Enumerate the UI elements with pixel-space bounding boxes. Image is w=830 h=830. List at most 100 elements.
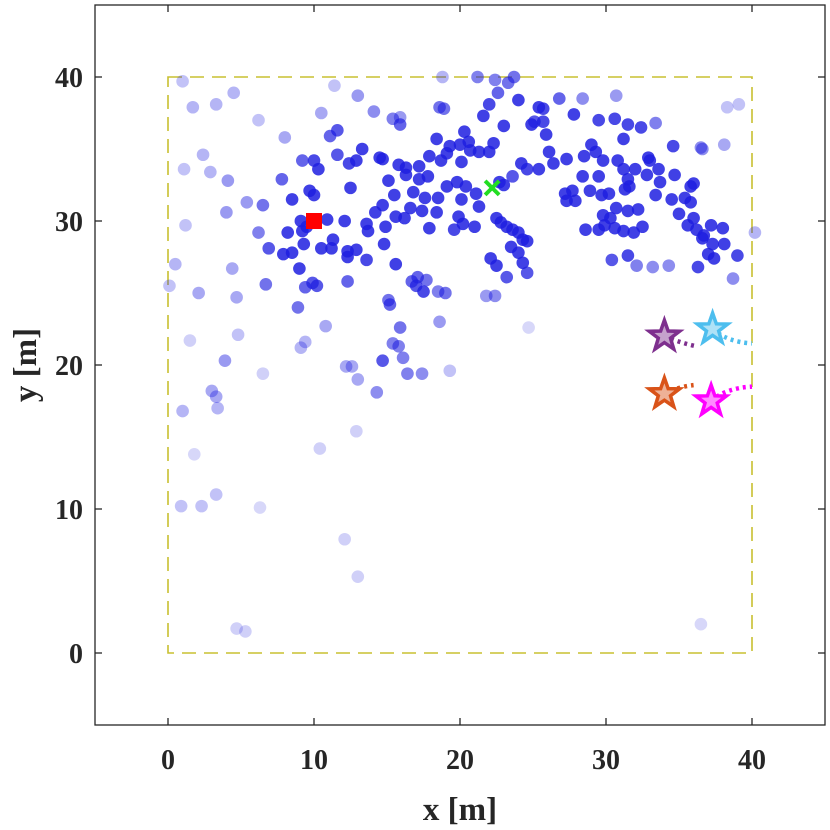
scatter-point bbox=[569, 194, 582, 208]
scatter-point bbox=[469, 187, 483, 200]
x-tick-label: 20 bbox=[446, 745, 474, 776]
scatter-point bbox=[497, 178, 511, 192]
scatter-point bbox=[169, 257, 182, 271]
scatter-point bbox=[490, 259, 503, 272]
scatter-point bbox=[687, 177, 700, 190]
scatter-point bbox=[240, 195, 254, 209]
scatter-point bbox=[696, 142, 709, 156]
scatter-point bbox=[477, 109, 490, 123]
scatter-point bbox=[291, 301, 305, 314]
scatter-point bbox=[211, 401, 224, 415]
scatter-point bbox=[262, 242, 276, 255]
scatter-point bbox=[482, 145, 496, 159]
scatter-point bbox=[195, 499, 208, 513]
scatter-point bbox=[259, 278, 273, 291]
scatter-point bbox=[412, 172, 426, 186]
scatter-point bbox=[297, 237, 311, 251]
scatter-point bbox=[522, 321, 535, 334]
scatter-point bbox=[583, 184, 597, 198]
x-tick-label: 30 bbox=[592, 745, 620, 776]
x-tick-label: 0 bbox=[161, 745, 175, 776]
scatter-point bbox=[303, 184, 316, 198]
scatter-point bbox=[177, 162, 191, 176]
scatter-point bbox=[176, 75, 189, 88]
scatter-point bbox=[393, 321, 407, 334]
scatter-point bbox=[605, 253, 619, 267]
scatter-point bbox=[350, 424, 363, 438]
scatter-point bbox=[436, 70, 449, 84]
scatter-point bbox=[649, 188, 662, 202]
scatter-point bbox=[468, 220, 481, 234]
scatter-point bbox=[488, 73, 502, 87]
scatter-point bbox=[576, 170, 589, 183]
scatter-point bbox=[634, 121, 648, 134]
scatter-point bbox=[341, 244, 354, 258]
scatter-point bbox=[592, 223, 605, 236]
scatter-point bbox=[617, 162, 630, 176]
scatter-point bbox=[512, 93, 525, 107]
scatter-point bbox=[344, 181, 357, 195]
scatter-point bbox=[609, 201, 623, 215]
scatter-point bbox=[731, 249, 744, 262]
star-marker bbox=[644, 314, 685, 354]
scatter-point bbox=[315, 242, 328, 255]
scatter-point bbox=[389, 257, 403, 271]
scatter-point bbox=[404, 201, 417, 215]
scatter-point bbox=[174, 499, 188, 513]
scatter-point bbox=[576, 92, 589, 105]
scatter-point bbox=[360, 253, 373, 267]
scatter-point bbox=[437, 102, 451, 115]
scatter-point bbox=[361, 224, 375, 238]
scatter-point bbox=[439, 286, 452, 300]
scatter-point bbox=[320, 213, 334, 226]
scatter-point bbox=[315, 106, 328, 120]
scatter-point bbox=[532, 162, 546, 176]
scatter-point bbox=[221, 174, 235, 187]
scatter-point bbox=[520, 162, 534, 176]
scatter-point bbox=[516, 256, 530, 270]
scatter-point bbox=[717, 237, 731, 251]
scatter-point bbox=[643, 154, 657, 167]
scatter-point bbox=[277, 247, 290, 261]
scatter-point bbox=[423, 221, 436, 235]
scatter-point bbox=[420, 273, 433, 287]
scatter-point bbox=[209, 488, 223, 501]
scatter-point bbox=[369, 206, 382, 219]
scatter-point bbox=[621, 118, 635, 131]
scatter-point bbox=[459, 180, 473, 193]
scatter-point bbox=[430, 206, 443, 219]
star-marker bbox=[690, 379, 732, 419]
scatter-point bbox=[560, 194, 573, 208]
scatter-point bbox=[179, 219, 192, 232]
axes-box bbox=[94, 4, 826, 726]
scatter-point bbox=[415, 204, 429, 218]
scatter-point bbox=[367, 105, 381, 118]
scatter-point bbox=[617, 132, 630, 146]
scatter-point bbox=[227, 86, 240, 100]
scatter-point bbox=[628, 162, 642, 176]
scatter-point bbox=[482, 98, 496, 111]
scatter-point bbox=[452, 210, 465, 223]
scatter-point bbox=[720, 100, 734, 114]
scatter-point bbox=[350, 154, 363, 167]
scatter-point bbox=[678, 191, 692, 205]
scatter-point bbox=[608, 112, 622, 126]
x-tick-label: 10 bbox=[300, 745, 328, 776]
scatter-point bbox=[536, 115, 550, 128]
scatter-point bbox=[640, 168, 654, 182]
scatter-point bbox=[183, 334, 197, 347]
scatter-point bbox=[471, 70, 484, 84]
scatter-point bbox=[382, 174, 395, 187]
scatter-point bbox=[278, 131, 292, 144]
scatter-point bbox=[341, 275, 354, 288]
scatter-point bbox=[662, 259, 676, 272]
scatter-point bbox=[501, 76, 515, 90]
scatter-point bbox=[231, 328, 245, 342]
scatter-point bbox=[351, 373, 365, 386]
scatter-point bbox=[649, 116, 662, 130]
scatter-point bbox=[423, 149, 436, 163]
scatter-point bbox=[401, 367, 414, 380]
scatter-point bbox=[430, 132, 443, 146]
scatter-point bbox=[209, 98, 223, 111]
scatter-point bbox=[447, 223, 461, 236]
